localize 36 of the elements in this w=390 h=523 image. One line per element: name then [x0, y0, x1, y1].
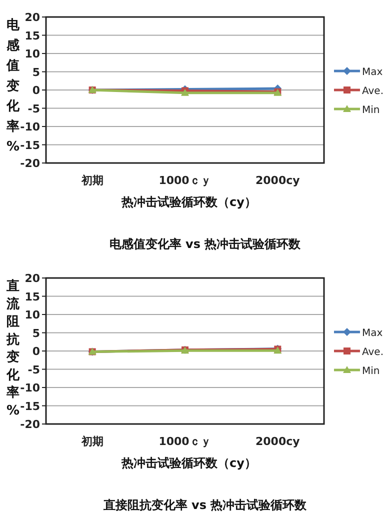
- y-tick-label: -20: [20, 157, 40, 170]
- y-tick-label: 20: [24, 272, 40, 285]
- legend-label: Min: [362, 366, 380, 377]
- y-tick-label: 20: [24, 11, 40, 24]
- legend-label: Max: [362, 328, 383, 339]
- y-axis-title: 电感值变化率%: [6, 18, 20, 155]
- text: 直接阻抗变化率 vs 热冲击试验循环数: [102, 498, 308, 512]
- x-tick-label: 初期: [80, 174, 104, 187]
- x-tick-label: 初期: [80, 435, 104, 448]
- y-axis-title: 直流阻抗变化率%: [6, 279, 20, 418]
- y-tick-label: 0: [32, 84, 40, 97]
- legend-label: Ave.: [362, 347, 384, 358]
- x-tick-label: 1000ｃｙ: [158, 435, 212, 448]
- legend-label: Ave.: [362, 86, 384, 97]
- y-tick-label: 5: [32, 66, 40, 79]
- y-tick-label: 5: [32, 326, 40, 340]
- legend-label: Max: [362, 67, 383, 78]
- y-tick-label: -10: [20, 382, 40, 394]
- y-tick-label: 0: [32, 345, 40, 358]
- y-tick-label: -15: [20, 400, 40, 413]
- y-tick-label: -5: [28, 102, 40, 116]
- y-tick-label: -10: [20, 120, 40, 134]
- text: 电感值变化率 vs 热冲击试验循环数: [109, 237, 302, 251]
- x-axis-title: 热冲击试验循环数（cy）: [120, 456, 256, 470]
- x-axis-title: 热冲击试验循环数（cy）: [120, 195, 256, 209]
- y-tick-label: 15: [24, 290, 40, 304]
- y-tick-label: -15: [20, 138, 40, 152]
- y-tick-label: 10: [24, 308, 40, 322]
- legend-label: Min: [362, 105, 380, 116]
- y-tick-label: 15: [24, 29, 40, 42]
- y-tick-label: 10: [24, 48, 40, 60]
- y-tick-label: -5: [28, 363, 40, 376]
- x-tick-label: 2000cy: [256, 174, 300, 187]
- y-tick-label: -20: [20, 418, 40, 431]
- x-tick-label: 1000ｃｙ: [158, 174, 212, 187]
- x-tick-label: 2000cy: [256, 435, 300, 448]
